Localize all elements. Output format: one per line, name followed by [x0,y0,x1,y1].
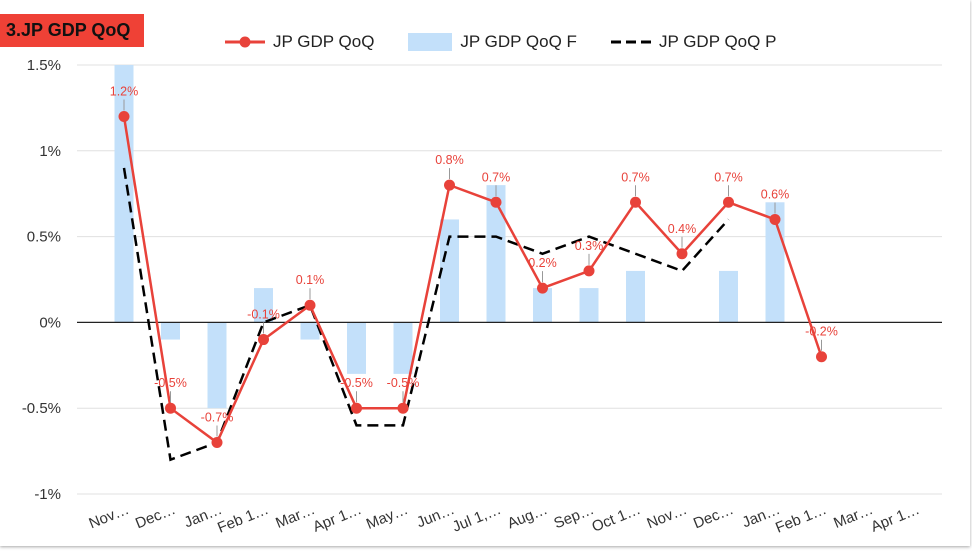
data-label: -0.7% [201,411,234,425]
legend-dash-line-icon [610,40,651,44]
data-label: 0.1% [296,273,325,287]
x-tick-label: Nov… [644,501,689,532]
data-point [537,282,548,294]
actual-series-line [122,116,823,445]
x-tick-label: Jul 1,… [450,501,504,536]
data-label: -0.5% [154,376,187,390]
data-label: 0.3% [575,239,604,253]
data-label: -0.5% [340,376,373,390]
legend-line-marker-icon [225,36,265,48]
data-point [444,179,455,191]
data-point [583,265,595,277]
data-point [630,196,641,208]
data-label: 0.7% [714,170,743,184]
data-point [816,351,827,363]
data-point [304,299,316,311]
data-label: 0.2% [528,256,557,270]
legend-label-forecast: JP GDP QoQ F [460,32,577,51]
forecast-bar [393,322,413,374]
data-point [769,213,781,225]
forecast-bar [114,65,134,323]
data-label: 0.7% [482,170,511,184]
x-tick-label: Nov… [86,501,131,532]
x-tick-label: Dec… [133,501,178,532]
x-tick-label: Jun… [414,501,457,531]
y-tick-label: 0.5% [27,229,61,246]
data-point [676,248,688,260]
forecast-bar [254,288,273,323]
y-tick-label: 1% [39,143,61,160]
data-point [723,196,734,208]
data-label: -0.5% [387,376,420,390]
data-label: 0.8% [435,153,464,167]
y-tick-label: 1.5% [27,57,61,74]
x-tick-label: Apr 1… [868,501,922,536]
forecast-bar [626,270,645,323]
data-label: -0.1% [247,308,280,322]
data-label: 0.6% [761,187,790,201]
forecast-bar [300,322,320,340]
legend-item-forecast[interactable]: JP GDP QoQ F [408,32,577,52]
x-tick-label: Feb 1… [773,501,829,537]
forecast-bar [533,288,552,323]
legend-label-previous: JP GDP QoQ P [658,32,777,51]
data-label: 0.4% [668,222,697,236]
forecast-bar [347,322,366,374]
y-tick-label: -1% [34,486,61,503]
forecast-bar [719,270,738,323]
data-point [258,334,269,346]
data-label: 1.2% [110,84,139,98]
legend: JP GDP QoQ JP GDP QoQ F JP GDP QoQ P [225,30,810,54]
legend-item-previous[interactable]: JP GDP QoQ P [610,32,777,52]
forecast-bar [207,322,227,409]
forecast-bar [486,185,506,323]
data-point [118,110,130,122]
data-point [211,437,223,449]
legend-item-qoq[interactable]: JP GDP QoQ [225,32,374,52]
forecast-bar [579,288,599,323]
x-tick-label: Aug… [505,501,550,532]
x-tick-label: Oct 1… [589,501,643,536]
x-tick-label: Feb 1… [215,501,271,537]
y-tick-label: 0% [39,314,61,331]
x-tick-label: Mar… [831,501,875,532]
y-tick-label: -0.5% [22,400,61,417]
data-point [397,402,409,414]
x-tick-label: Mar… [273,501,317,532]
data-point [165,402,176,414]
legend-label-qoq: JP GDP QoQ [273,32,375,51]
data-point [490,196,502,208]
x-tick-label: Sep… [551,501,596,532]
chart-title: 3.JP GDP QoQ [0,14,145,47]
x-tick-label: Dec… [691,501,736,532]
forecast-bar [440,219,459,323]
x-tick-label: May… [364,501,411,533]
x-tick-label: Apr 1… [310,501,364,536]
data-point [351,402,362,414]
legend-bar-swatch-icon [408,33,453,51]
data-label: -0.2% [805,325,838,339]
forecast-bar [161,322,180,340]
data-label: 0.7% [621,170,650,184]
